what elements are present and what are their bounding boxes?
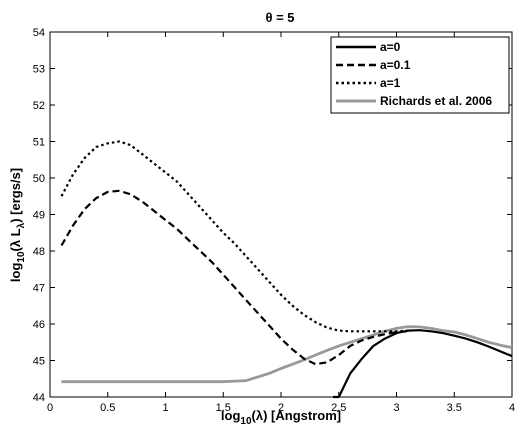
series-line-a-1 <box>60 140 409 333</box>
x-tick-label: 1.5 <box>216 402 231 414</box>
series-line-richards-et-al-2006 <box>61 325 513 384</box>
x-tick-label: 3.5 <box>447 402 462 414</box>
x-tick-label: 0.5 <box>100 402 115 414</box>
chart-title: θ = 5 <box>265 10 294 25</box>
legend-item-a0: a=0 <box>336 40 401 54</box>
legend-item-a1: a=1 <box>336 76 401 90</box>
legend-item-a01: a=0.1 <box>336 58 411 72</box>
legend: a=0 a=0.1 a=1 Richards et al. 2006 <box>330 36 510 114</box>
y-axis-label: log10(λ Lλ) [ergs/s] <box>8 168 27 282</box>
x-tick-label: 1 <box>162 402 168 414</box>
legend-item-richards: Richards et al. 2006 <box>336 94 492 108</box>
y-tick-label: 50 <box>33 173 45 185</box>
series-layer <box>60 140 513 399</box>
y-tick-label: 46 <box>33 319 45 331</box>
svg-text:θ = 5: θ = 5 <box>265 10 294 25</box>
y-tick-label: 48 <box>33 246 45 258</box>
y-tick-label: 52 <box>33 100 45 112</box>
y-tick-label: 45 <box>33 356 45 368</box>
y-tick-label: 47 <box>33 283 45 295</box>
y-tick-label: 51 <box>33 137 45 149</box>
y-tick-label: 49 <box>33 210 45 222</box>
x-tick-label: 2.5 <box>331 402 346 414</box>
y-tick-label: 54 <box>33 27 45 39</box>
x-tick-label: 2 <box>278 402 284 414</box>
x-tick-label: 4 <box>509 402 515 414</box>
x-tick-label: 3 <box>393 402 399 414</box>
x-axis: 0 0.5 1 1.5 2 2.5 3 3.5 4 <box>47 32 515 414</box>
legend-label: Richards et al. 2006 <box>380 94 492 108</box>
series-line-a-0-1 <box>60 189 409 366</box>
legend-label: a=1 <box>380 76 401 90</box>
series-line-a-0 <box>333 329 513 399</box>
legend-label: a=0 <box>380 40 401 54</box>
y-axis: 44 45 46 47 48 49 50 51 52 53 54 <box>33 27 512 404</box>
x-axis-label: log10(λ) [Angstrom] <box>221 408 341 427</box>
x-tick-label: 0 <box>47 402 53 414</box>
y-tick-label: 53 <box>33 64 45 76</box>
legend-label: a=0.1 <box>380 58 411 72</box>
y-tick-label: 44 <box>33 392 45 404</box>
